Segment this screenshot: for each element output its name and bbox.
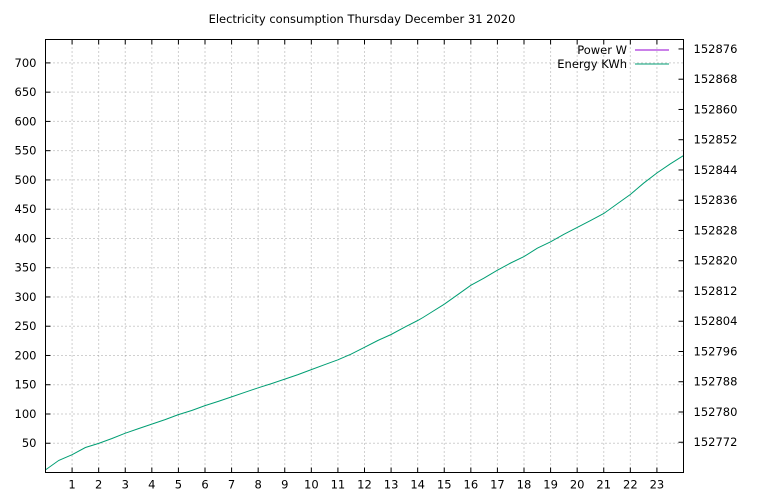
- x-tick-label: 17: [490, 478, 505, 492]
- x-tick-label: 15: [437, 478, 452, 492]
- y2-tick-label: 152780: [694, 405, 738, 419]
- y-tick-label: 550: [15, 144, 37, 158]
- y-tick-label: 450: [15, 202, 37, 216]
- x-tick-label: 13: [384, 478, 399, 492]
- x-tick-label: 19: [543, 478, 558, 492]
- x-tick-label: 3: [122, 478, 129, 492]
- x-tick-label: 7: [228, 478, 235, 492]
- x-tick-label: 8: [255, 478, 262, 492]
- y2-tick-label: 152820: [694, 254, 738, 268]
- x-tick-label: 20: [570, 478, 585, 492]
- y-tick-label: 50: [22, 436, 37, 450]
- grid: [45, 39, 684, 473]
- x-tick-label: 16: [464, 478, 479, 492]
- x-tick-label: 18: [517, 478, 532, 492]
- y-tick-label: 500: [15, 173, 37, 187]
- y-tick-label: 100: [15, 407, 37, 421]
- y2-tick-label: 152796: [694, 344, 738, 358]
- chart-title: Electricity consumption Thursday Decembe…: [209, 12, 516, 26]
- x-tick-label: 14: [410, 478, 425, 492]
- y-tick-label: 300: [15, 290, 37, 304]
- y2-tick-label: 152836: [694, 193, 738, 207]
- x-tick-label: 23: [650, 478, 665, 492]
- y-tick-label: 400: [15, 231, 37, 245]
- x-tick-label: 22: [623, 478, 638, 492]
- series-layer: [45, 155, 684, 471]
- x-tick-label: 6: [201, 478, 208, 492]
- x-tick-label: 2: [95, 478, 102, 492]
- y2-tick-label: 152828: [694, 223, 738, 237]
- x-tick-label: 9: [281, 478, 288, 492]
- y-tick-label: 150: [15, 378, 37, 392]
- x-tick-label: 21: [596, 478, 611, 492]
- y2-tick-label: 152844: [694, 163, 738, 177]
- y-tick-label: 200: [15, 348, 37, 362]
- y-tick-label: 600: [15, 114, 37, 128]
- x-tick-label: 10: [304, 478, 319, 492]
- y2-tick-label: 152804: [694, 314, 738, 328]
- x-tick-label: 12: [357, 478, 372, 492]
- y2-tick-label: 152868: [694, 72, 738, 86]
- x-tick-label: 5: [175, 478, 182, 492]
- y-tick-label: 350: [15, 261, 37, 275]
- y2-tick-label: 152812: [694, 284, 738, 298]
- y2-tick-label: 152788: [694, 375, 738, 389]
- y-tick-label: 700: [15, 56, 37, 70]
- y2-tick-label: 152860: [694, 102, 738, 116]
- legend: Power W Energy KWh: [557, 43, 669, 71]
- legend-label-energy: Energy KWh: [557, 57, 627, 71]
- legend-label-power: Power W: [577, 43, 627, 57]
- series-line-energy-kwh: [45, 155, 684, 471]
- y2-tick-label: 152876: [694, 42, 738, 56]
- x-tick-label: 4: [148, 478, 155, 492]
- y-tick-label: 250: [15, 319, 37, 333]
- x-tick-label: 11: [331, 478, 346, 492]
- axes-ticks: 1 2 3 4 5 6 7 8 9 10 11 12 13 14 15 16 17 18 19 20 21 22 23501…: [15, 39, 738, 492]
- x-tick-label: 1: [68, 478, 75, 492]
- y2-tick-label: 152852: [694, 133, 738, 147]
- y-tick-label: 650: [15, 85, 37, 99]
- y2-tick-label: 152772: [694, 435, 738, 449]
